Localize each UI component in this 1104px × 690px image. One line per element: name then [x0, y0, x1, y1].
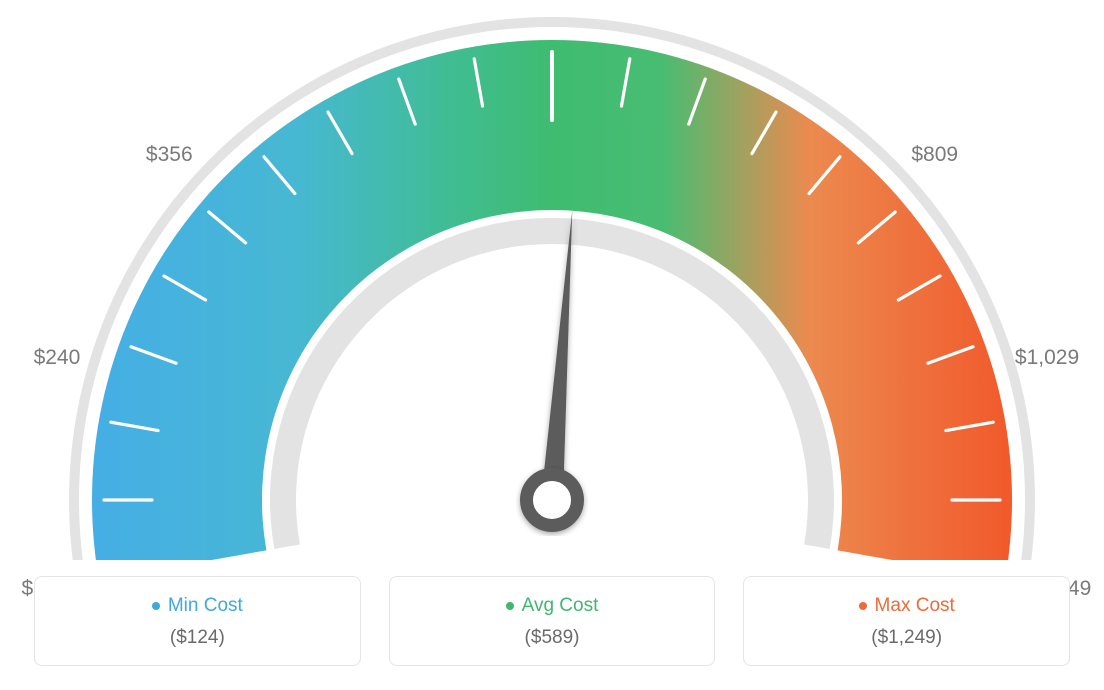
- legend-title-avg: Avg Cost: [506, 595, 599, 617]
- gauge-tick-label: $1,029: [1015, 346, 1079, 370]
- legend-title-max: Max Cost: [859, 595, 955, 617]
- legend-card-min: Min Cost ($124): [34, 576, 361, 666]
- legend-row: Min Cost ($124) Avg Cost ($589) Max Cost…: [0, 576, 1104, 666]
- dot-icon: [859, 602, 867, 610]
- legend-card-max: Max Cost ($1,249): [743, 576, 1070, 666]
- cost-gauge-widget: $124$240$356$589$809$1,029$1,249 Min Cos…: [0, 0, 1104, 690]
- gauge-tick-label: $356: [146, 143, 193, 167]
- legend-label-min: Min Cost: [168, 595, 243, 617]
- legend-value-avg: ($589): [400, 627, 705, 649]
- gauge-tick-label: $809: [911, 143, 958, 167]
- gauge-chart: $124$240$356$589$809$1,029$1,249: [0, 0, 1104, 560]
- dot-icon: [506, 602, 514, 610]
- legend-label-avg: Avg Cost: [522, 595, 599, 617]
- dot-icon: [152, 602, 160, 610]
- legend-title-min: Min Cost: [152, 595, 243, 617]
- legend-label-max: Max Cost: [875, 595, 955, 617]
- legend-value-min: ($124): [45, 627, 350, 649]
- legend-value-max: ($1,249): [754, 627, 1059, 649]
- gauge-tick-label: $240: [34, 346, 81, 370]
- legend-card-avg: Avg Cost ($589): [389, 576, 716, 666]
